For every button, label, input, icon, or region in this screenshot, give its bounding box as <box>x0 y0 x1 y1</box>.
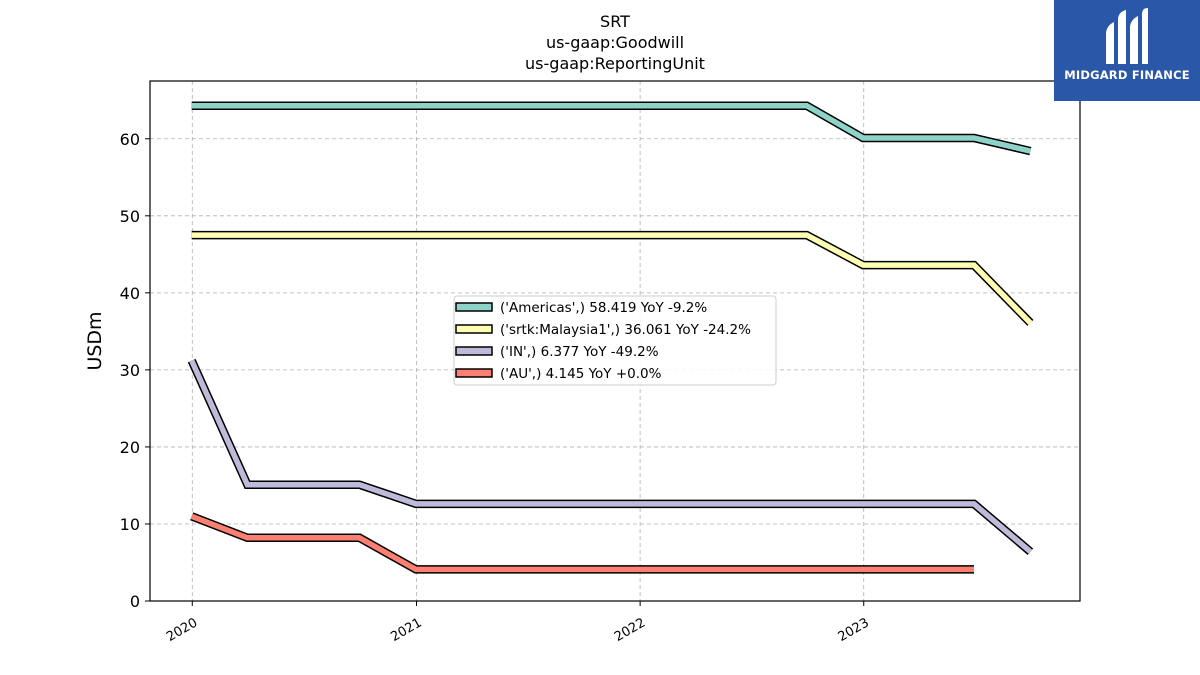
x-tick-label: 2021 <box>388 615 424 645</box>
legend: ('Americas',) 58.419 YoY -9.2% ('srtk:Mal… <box>453 295 777 386</box>
series-outline-2 <box>187 358 1034 555</box>
brand-logo: MIDGARD FINANCE <box>1054 0 1200 101</box>
y-tick-label: 50 <box>120 207 140 226</box>
title-line-0: SRT <box>600 12 630 31</box>
y-tick-label: 40 <box>120 284 140 303</box>
y-tick-label: 0 <box>130 592 140 611</box>
x-tick-label: 2022 <box>612 615 648 645</box>
x-axis: 2020 2021 2022 2023 <box>164 601 872 645</box>
series-line-3 <box>190 513 974 573</box>
legend-swatch-3 <box>455 368 493 378</box>
y-tick-label: 60 <box>120 130 140 149</box>
series-outline-0 <box>191 101 1032 156</box>
chart-title: SRT us-gaap:Goodwill us-gaap:ReportingUnit <box>525 12 705 73</box>
series-line-2 <box>189 359 1033 554</box>
legend-swatch-1 <box>455 324 493 334</box>
series-line-0 <box>191 102 1032 154</box>
series-line-1 <box>191 232 1033 325</box>
title-line-2: us-gaap:ReportingUnit <box>525 54 705 73</box>
logo-text: MIDGARD FINANCE <box>1064 68 1190 82</box>
y-tick-label: 10 <box>120 515 140 534</box>
legend-entry-3: ('AU',) 4.145 YoY +0.0% <box>500 366 662 382</box>
y-tick-label: 30 <box>120 361 140 380</box>
x-tick-label: 2020 <box>164 615 200 645</box>
legend-swatch-0 <box>455 302 493 312</box>
series-lines <box>187 101 1034 574</box>
y-axis-label: USDm <box>84 311 106 370</box>
y-tick-label: 20 <box>120 438 140 457</box>
legend-entry-2: ('IN',) 6.377 YoY -49.2% <box>500 344 659 360</box>
x-tick-label: 2023 <box>836 615 872 645</box>
y-axis: 0 10 20 30 40 50 60 <box>120 130 150 611</box>
plot-frame <box>149 80 1081 602</box>
legend-swatch-2 <box>455 346 493 356</box>
legend-entry-0: ('Americas',) 58.419 YoY -9.2% <box>500 300 707 316</box>
series-outline-3 <box>190 512 974 574</box>
legend-entry-1: ('srtk:Malaysia1',) 36.061 YoY -24.2% <box>500 322 751 338</box>
legend-box <box>453 295 777 386</box>
midgard-logo-icon <box>1106 8 1148 64</box>
title-line-1: us-gaap:Goodwill <box>546 33 684 52</box>
